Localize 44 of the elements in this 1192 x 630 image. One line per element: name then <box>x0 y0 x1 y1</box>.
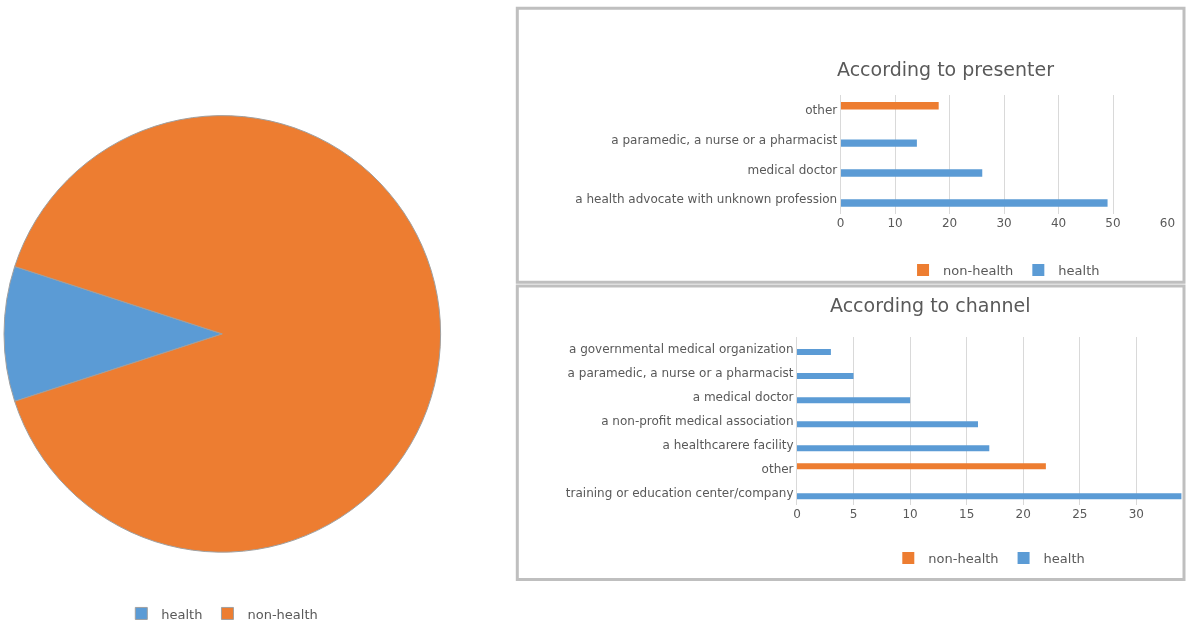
y-tick-label: a health advocate with unknown profession <box>575 192 838 207</box>
y-tick-label: medical doctor <box>747 162 838 177</box>
bar <box>796 373 854 380</box>
y-tick-label: a non-profit medical association <box>601 414 794 429</box>
legend-label: health <box>1058 263 1100 279</box>
legend-label: non-health <box>928 551 999 567</box>
x-tick-label: 20 <box>1015 507 1031 522</box>
y-tick-label: a medical doctor <box>692 390 794 405</box>
y-tick-label: other <box>805 102 838 117</box>
x-tick-label: 40 <box>1050 216 1067 231</box>
bar <box>796 421 978 428</box>
x-tick-label: 25 <box>1072 507 1088 522</box>
y-tick-label: training or education center/company <box>565 486 794 501</box>
x-tick-label: 0 <box>836 216 845 231</box>
x-tick-label: 60 <box>1159 216 1176 231</box>
x-tick-label: 10 <box>902 507 918 522</box>
bar <box>796 445 990 452</box>
bar <box>796 463 1046 470</box>
bar <box>840 139 917 147</box>
legend-label: non-health <box>247 606 318 622</box>
chart-title: According to channel <box>830 294 1031 316</box>
bar <box>796 349 831 356</box>
y-tick-label: other <box>761 462 794 477</box>
x-tick-label: 0 <box>793 507 801 522</box>
legend-label: health <box>161 606 203 622</box>
x-tick-label: 50 <box>1105 216 1121 231</box>
bar <box>840 199 1108 207</box>
legend-label: non-health <box>943 263 1014 279</box>
x-tick-label: 10 <box>887 216 903 231</box>
x-tick-label: 15 <box>959 507 975 522</box>
legend-label: health <box>1043 551 1085 567</box>
y-tick-label: a paramedic, a nurse or a pharmacist <box>567 366 794 381</box>
y-tick-label: a governmental medical organization <box>569 342 794 357</box>
x-tick-label: 20 <box>941 216 958 231</box>
bar <box>796 493 1182 500</box>
x-tick-label: 30 <box>1128 507 1145 522</box>
y-tick-label: a paramedic, a nurse or a pharmacist <box>611 132 838 147</box>
bar <box>796 397 911 404</box>
bar <box>840 101 939 110</box>
x-tick-label: 30 <box>996 216 1012 231</box>
y-tick-label: a healthcarere facility <box>662 438 794 453</box>
chart-title: According to presenter <box>837 58 1055 80</box>
bar <box>840 169 983 177</box>
x-tick-label: 5 <box>849 507 858 522</box>
